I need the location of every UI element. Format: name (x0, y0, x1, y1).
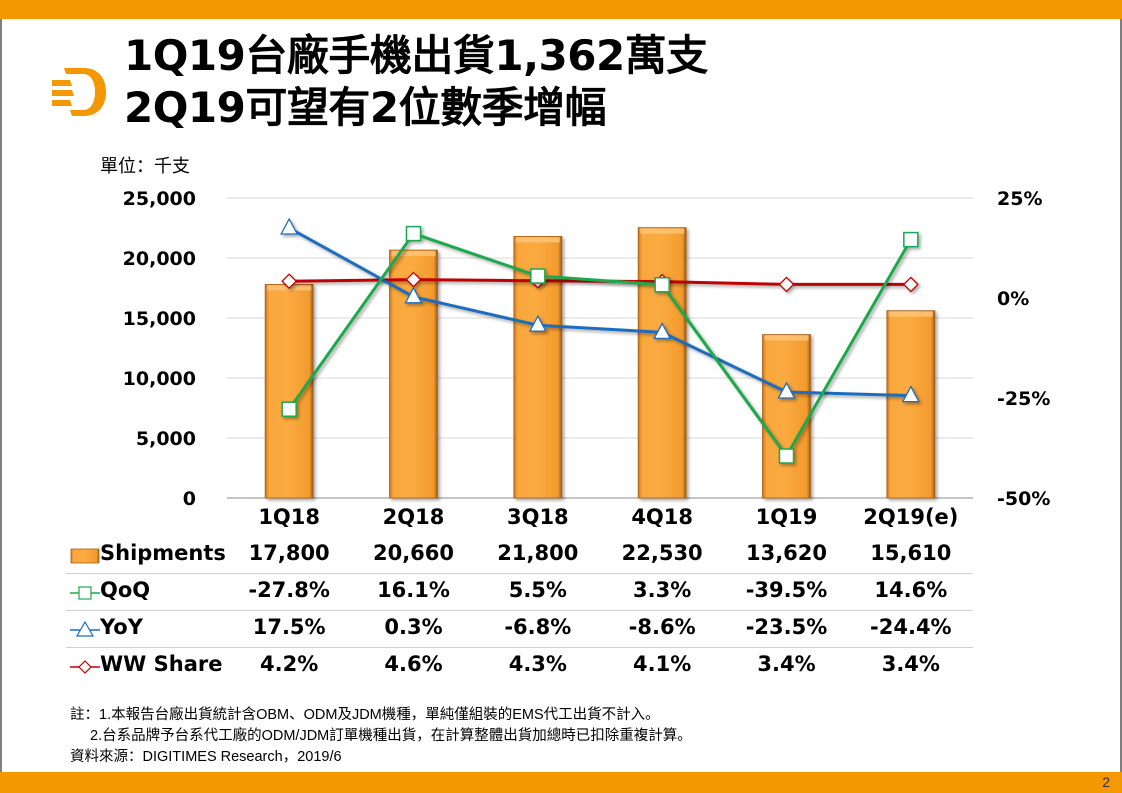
marker-square (281, 401, 297, 417)
slide-right-border (1120, 19, 1122, 772)
y2-axis-tick-label: -25% (997, 388, 1050, 410)
line-yoy (288, 226, 911, 398)
table-cell: -23.5% (745, 615, 828, 639)
y2-axis-tick-label: 0% (997, 288, 1029, 310)
category-label: 3Q18 (506, 505, 569, 529)
table-row-divider (66, 573, 973, 574)
bottom-brand-bar (0, 772, 1122, 793)
bar-shipments (264, 283, 314, 499)
marker-triangle (653, 322, 672, 340)
legend-key-triangle (70, 620, 100, 637)
bar-highlight (764, 335, 809, 341)
y2-axis-tick-label: -50% (997, 488, 1050, 510)
footnotes: 註：1.本報告台廠出貨統計含OBM、ODM及JDM機種，單純僅組裝的EMS代工出… (70, 705, 692, 768)
table-cell: 0.3% (384, 615, 443, 639)
marker-square (405, 225, 422, 242)
legend-label-shipments: Shipments (100, 541, 226, 565)
slide-title: 1Q19台廠手機出貨1,362萬支 2Q19可望有2位數季增幅 (124, 30, 708, 134)
table-cell: 3.4% (881, 652, 940, 676)
legend-label-ww-share: WW Share (100, 652, 223, 676)
y-axis-tick-label: 10,000 (123, 368, 196, 390)
table-cell: -8.6% (628, 615, 696, 639)
table-cell: -24.4% (870, 615, 952, 639)
slide-left-border (0, 19, 2, 772)
marker-triangle (280, 217, 299, 235)
marker-diamond (778, 276, 795, 293)
table-cell: 4.1% (633, 652, 692, 676)
page-number: 2 (1102, 774, 1110, 790)
marker-diamond (902, 276, 919, 293)
y-axis-tick-label: 20,000 (123, 248, 196, 270)
table-cell: 17,800 (248, 541, 330, 565)
table-cell: -39.5% (745, 578, 828, 602)
legend-triangle-icon (75, 620, 95, 637)
bar-shipments (637, 227, 687, 499)
legend-diamond-icon (78, 660, 92, 674)
marker-square (530, 268, 546, 284)
table-cell: 16.1% (377, 578, 450, 602)
table-row-divider (66, 647, 973, 648)
shipments-chart: 25,000 20,000 15,000 10,000 5,000 0 25% 0% -25% -… (123, 188, 1051, 510)
table-cell: 21,800 (497, 541, 579, 565)
marker-triangle (528, 314, 547, 332)
table-cell: -6.8% (504, 615, 572, 639)
table-cell: 5.5% (508, 578, 567, 602)
table-row-divider (66, 610, 973, 611)
legend-label-qoq: QoQ (100, 578, 151, 602)
table-cell: 4.2% (260, 652, 319, 676)
line-qoq (287, 232, 913, 458)
marker-square (903, 231, 919, 248)
series-qoq (281, 225, 919, 464)
table-cell: 4.3% (508, 652, 567, 676)
top-brand-bar (0, 0, 1122, 19)
unit-label: 單位：千支 (100, 156, 190, 177)
y-axis-tick-label: 25,000 (123, 188, 196, 210)
table-cell: 13,620 (745, 541, 828, 565)
bar-shipments (886, 310, 936, 499)
legend-key-square (70, 586, 100, 600)
bar-highlight (640, 228, 685, 234)
table-cell: 22,530 (621, 541, 703, 565)
title-line-2: 2Q19可望有2位數季增幅 (124, 83, 607, 132)
y-axis-tick-label: 15,000 (123, 308, 196, 330)
legend-label-yoy: YoY (100, 615, 143, 639)
legend-square-icon (78, 586, 92, 600)
bar-highlight (515, 237, 560, 243)
table-cell: 4.6% (384, 652, 443, 676)
legend-key-diamond (70, 660, 100, 674)
y-axis-tick-label: 5,000 (136, 428, 196, 450)
category-label: 4Q18 (631, 505, 693, 529)
y-axis-tick-label: 0 (183, 488, 196, 510)
table-cell: 20,660 (372, 541, 455, 565)
table-cell: 3.3% (633, 578, 692, 602)
table-cell: -27.8% (248, 578, 330, 602)
note-1: 註：1.本報告台廠出貨統計含OBM、ODM及JDM機種，單純僅組裝的EMS代工出… (70, 707, 660, 723)
category-label: 2Q19(e) (863, 505, 959, 529)
category-label: 1Q18 (258, 505, 320, 529)
series-yoy (280, 217, 920, 403)
marker-square (778, 448, 795, 464)
note-2: 2.台系品牌予台系代工廠的ODM/JDM訂單機種出貨，在計算整體出貨加總時已扣除… (90, 728, 692, 744)
bar-highlight (888, 311, 933, 317)
bar-highlight (391, 251, 436, 257)
legend-bar-swatch (70, 548, 100, 564)
source-note: 資料來源：DIGITIMES Research，2019/6 (70, 749, 342, 765)
category-label: 2Q18 (382, 505, 445, 529)
digitimes-logo-icon (52, 68, 106, 116)
marker-triangle (901, 385, 920, 403)
y2-axis-tick-label: 25% (997, 188, 1042, 210)
table-cell: 17.5% (252, 615, 326, 639)
marker-diamond (281, 273, 298, 290)
table-cell: 14.6% (874, 578, 948, 602)
marker-triangle (404, 286, 423, 304)
bar-shipments (762, 334, 811, 499)
legend-key-undefined (70, 548, 100, 564)
marker-triangle (777, 381, 796, 399)
table-cell: 15,610 (870, 541, 952, 565)
title-line-1: 1Q19台廠手機出貨1,362萬支 (124, 31, 708, 80)
marker-square (654, 277, 670, 293)
table-cell: 3.4% (757, 652, 816, 676)
category-label: 1Q19 (755, 505, 818, 529)
